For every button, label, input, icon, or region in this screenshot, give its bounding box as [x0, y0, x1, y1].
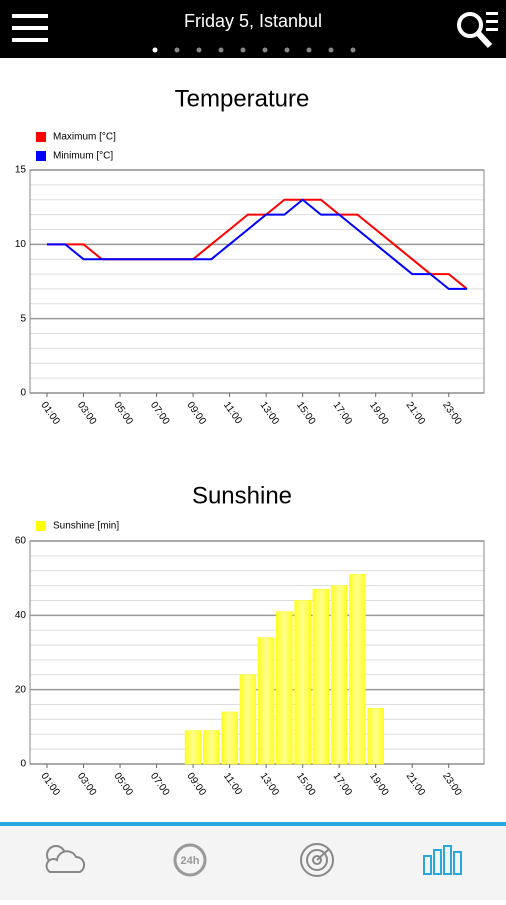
legend-swatch — [36, 132, 46, 142]
legend-label: Maximum [°C] — [53, 132, 116, 143]
chart-title: Sunshine — [192, 482, 292, 509]
x-tick-label: 21:00 — [404, 400, 428, 427]
plot-frame — [29, 540, 485, 765]
x-tick-label: 11:00 — [221, 771, 244, 798]
x-tick-label: 19:00 — [367, 771, 391, 798]
x-tick-label: 05:00 — [111, 400, 135, 427]
y-tick-label: 0 — [20, 759, 26, 770]
x-tick-label: 23:00 — [440, 400, 464, 427]
legend-swatch — [36, 151, 46, 161]
x-tick-label: 11:00 — [221, 400, 244, 427]
page-dots — [152, 47, 356, 53]
search-button[interactable] — [457, 12, 498, 49]
x-tick-label: 21:00 — [404, 771, 428, 798]
bar — [257, 637, 275, 765]
y-tick-label: 40 — [15, 610, 27, 621]
legend-label: Sunshine [min] — [53, 521, 119, 532]
legend-label: Minimum [°C] — [53, 151, 113, 162]
bar — [184, 730, 202, 765]
y-tick-label: 60 — [15, 536, 27, 547]
x-tick-label: 15:00 — [294, 771, 318, 798]
y-tick-label: 15 — [15, 165, 27, 176]
x-tick-label: 17:00 — [331, 400, 355, 427]
x-tick-label: 13:00 — [258, 400, 282, 427]
nav-weather[interactable] — [45, 845, 86, 873]
x-tick-label: 23:00 — [440, 771, 464, 798]
nav-radar[interactable] — [300, 843, 334, 877]
charts: Temperature Maximum [°C] Minimum [°C] 0 5 10 1… — [15, 85, 485, 798]
bar — [367, 708, 384, 765]
x-tick-label: 17:00 — [331, 771, 355, 798]
x-tick-label: 07:00 — [148, 771, 172, 798]
y-tick-label: 20 — [15, 684, 27, 695]
legend-swatch — [36, 521, 46, 531]
x-tick-label: 03:00 — [75, 400, 99, 427]
x-tick-label: 09:00 — [184, 771, 208, 798]
x-tick-label: 01:00 — [38, 400, 62, 427]
x-tick-label: 19:00 — [367, 400, 391, 427]
bar — [312, 589, 330, 765]
nav-divider — [0, 822, 506, 826]
y-tick-label: 10 — [15, 239, 27, 250]
bar — [203, 730, 220, 765]
y-tick-label: 5 — [20, 313, 26, 324]
x-tick-label: 05:00 — [111, 771, 135, 798]
bar — [330, 585, 348, 765]
chart-title: Temperature — [175, 85, 310, 112]
x-tick-label: 13:00 — [258, 771, 282, 798]
x-tick-label: 03:00 — [75, 771, 99, 798]
bar — [294, 600, 311, 765]
header-title: Friday 5, Istanbul — [184, 11, 322, 31]
y-tick-label: 0 — [20, 388, 26, 399]
x-tick-label: 09:00 — [184, 400, 208, 427]
nav-hourly-text: 24h — [181, 855, 200, 867]
nav-hourly[interactable]: 24h — [173, 843, 207, 877]
menu-button[interactable] — [12, 14, 48, 42]
bar — [221, 711, 238, 765]
header-bar — [0, 0, 506, 58]
bar — [276, 611, 293, 765]
nav-charts[interactable] — [423, 845, 462, 875]
x-tick-label: 15:00 — [294, 400, 318, 427]
bar — [349, 574, 366, 765]
data-line — [47, 198, 467, 290]
plot-frame — [29, 169, 485, 394]
x-tick-label: 07:00 — [148, 400, 172, 427]
x-tick-label: 01:00 — [38, 771, 62, 798]
bar — [239, 674, 257, 765]
